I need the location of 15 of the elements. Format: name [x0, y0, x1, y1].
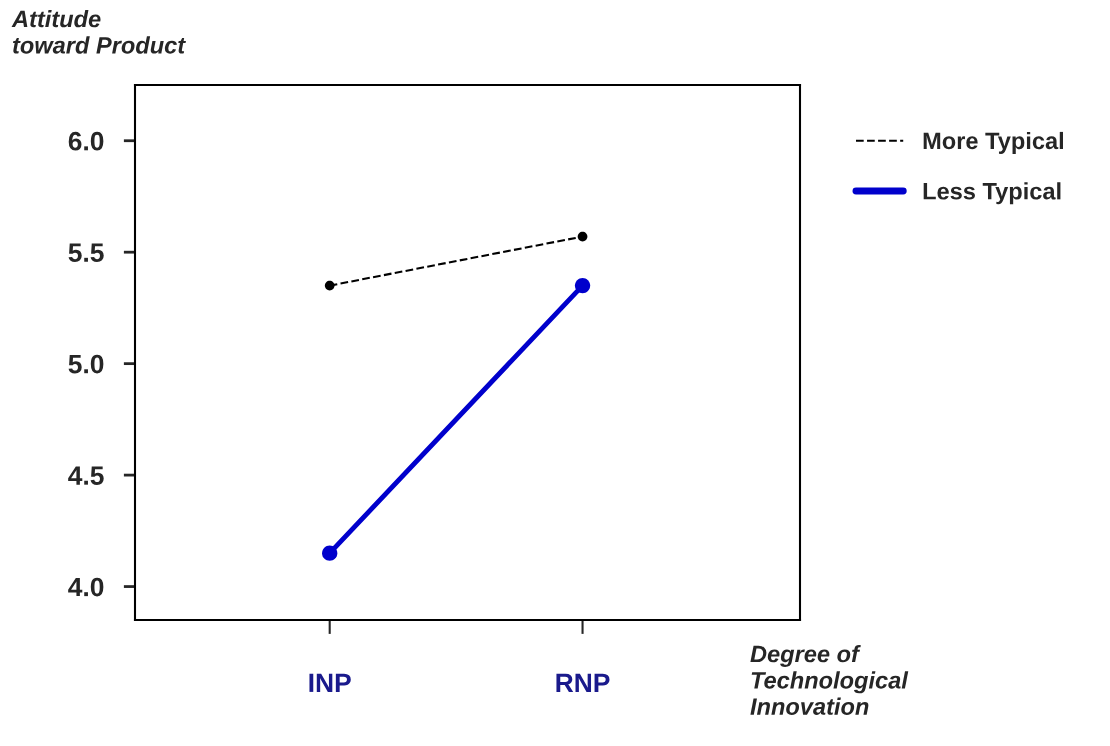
point [577, 231, 588, 242]
x-axis-title: Degree of Technological Innovation [750, 645, 909, 715]
point [324, 280, 335, 291]
point [322, 545, 338, 561]
y-tick-label: 5.5 [68, 243, 104, 263]
y-tick-label: 4.5 [68, 466, 104, 485]
point [574, 277, 591, 294]
y-tick-label: 5.0 [68, 354, 104, 374]
y-tick-label: 6.0 [68, 131, 104, 151]
x-tick-label: RNP [556, 673, 610, 692]
y-tick-label: 4.0 [68, 577, 104, 597]
x-tick-label: INP [309, 673, 351, 692]
legend-label: More Typical [923, 131, 1064, 154]
y-axis-title: Attitude toward Product [11, 10, 186, 54]
legend-label: Less Typical [923, 182, 1061, 205]
